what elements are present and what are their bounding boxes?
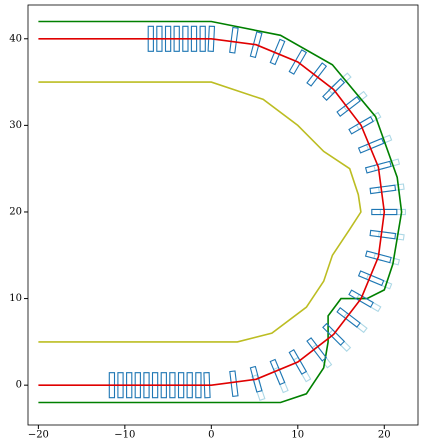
x-tick-label: −20 [28,430,49,438]
y-tick-label: 30 [9,120,22,131]
footprint [336,307,361,328]
footprint [322,78,346,101]
footprint [292,356,312,383]
footprint [134,372,141,399]
footprint [249,31,263,59]
x-tick-label: 0 [208,430,214,438]
footprint [173,25,180,52]
footprint [336,96,361,117]
footprint [199,25,206,52]
y-tick-label: 0 [16,380,22,391]
footprint [357,137,385,154]
y-tick-label: 20 [9,206,22,217]
footprint [177,372,185,399]
footprint [369,229,397,240]
footprint [160,372,167,399]
footprint [207,25,216,52]
footprint [203,372,211,399]
footprint [182,25,189,52]
y-tick-label: 40 [9,33,22,44]
line [38,38,386,386]
footprint [169,372,176,399]
x-tick-label: 20 [378,430,391,438]
footprint [364,160,392,174]
footprint [269,38,286,66]
footprint [186,372,193,399]
footprint [328,329,352,352]
line [38,20,403,404]
footprint [117,372,124,399]
footprint [156,25,163,52]
footprint [126,372,133,399]
footprint [229,26,239,54]
footprint [364,250,392,264]
footprint [288,49,308,75]
footprint [371,208,398,216]
x-tick-label: 10 [291,430,304,438]
plot-frame [27,4,419,426]
footprint [306,337,328,362]
y-tick-label: 10 [9,293,22,304]
footprint [164,25,172,52]
footprint [369,184,397,195]
footprint [322,322,346,346]
footprint [195,372,202,399]
footprint [269,358,286,386]
footprint [348,289,374,308]
line [38,81,362,343]
footprint [108,372,116,399]
footprint [249,365,263,393]
footprint [357,270,385,287]
footprint [147,25,154,52]
footprint [143,372,150,399]
x-tick-label: −10 [114,430,135,438]
footprint [190,25,198,52]
footprint [306,62,328,87]
footprint [151,372,159,399]
footprint [229,370,239,398]
footprint [288,349,308,375]
footprint [348,116,374,135]
